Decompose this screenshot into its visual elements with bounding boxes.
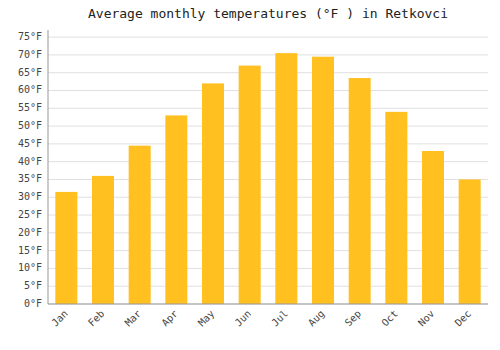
grid-line (48, 37, 488, 38)
y-tick-label: 0°F (24, 298, 42, 309)
x-tick-label: Jan (49, 308, 70, 329)
y-tick-label: 45°F (18, 138, 42, 149)
bar (239, 66, 261, 304)
bar (459, 179, 481, 304)
grid-line (48, 72, 488, 73)
x-tick-label: Nov (416, 308, 437, 329)
x-tick-label: Jun (233, 308, 254, 329)
y-axis-line (48, 30, 49, 304)
x-tick-label: Dec (453, 308, 474, 329)
x-tick-label: May (196, 308, 217, 329)
x-axis-line (48, 304, 488, 305)
bar (422, 151, 444, 304)
bars (55, 53, 480, 304)
y-tick-label: 65°F (18, 67, 42, 78)
x-tick-label: Mar (123, 308, 144, 329)
y-tick-label: 55°F (18, 102, 42, 113)
bar (349, 78, 371, 304)
bar (312, 57, 334, 304)
y-tick-label: 30°F (18, 191, 42, 202)
bar (165, 115, 187, 304)
chart-svg: Average monthly temperatures (°F ) in Re… (0, 0, 500, 350)
chart-container: Average monthly temperatures (°F ) in Re… (0, 0, 500, 350)
y-tick-label: 75°F (18, 31, 42, 42)
bar (202, 83, 224, 304)
y-tick-label: 70°F (18, 49, 42, 60)
y-axis: 0°F 5°F 10°F 15°F 20°F 25°F 30°F 35°F 40°F 45°F 50… (18, 30, 48, 309)
title: Average monthly temperatures (°F ) in Re… (88, 6, 448, 21)
bar (275, 53, 297, 304)
y-tick-label: 25°F (18, 209, 42, 220)
x-axis: Jan Feb Mar Apr May Jun Jul Aug Sep Oct Nov Dec (48, 304, 488, 328)
y-tick-label: 40°F (18, 156, 42, 167)
grid-line (48, 90, 488, 91)
x-tick-label: Apr (159, 308, 180, 329)
grid-line (48, 108, 488, 109)
bar (129, 146, 151, 304)
bar (92, 176, 114, 304)
grid-line (48, 143, 488, 144)
grid (48, 37, 488, 304)
grid-line (48, 126, 488, 127)
x-tick-label: Sep (343, 308, 364, 329)
y-tick-label: 15°F (18, 245, 42, 256)
y-tick-label: 5°F (24, 280, 42, 291)
x-tick-label: Feb (86, 308, 107, 329)
y-tick-label: 60°F (18, 84, 42, 95)
x-tick-label: Jul (269, 308, 290, 329)
y-tick-label: 20°F (18, 227, 42, 238)
grid-line (48, 54, 488, 55)
bar (385, 112, 407, 304)
grid-line (48, 304, 488, 305)
bar (55, 192, 77, 304)
x-tick-label: Oct (379, 308, 400, 329)
y-tick-label: 35°F (18, 173, 42, 184)
y-tick-label: 10°F (18, 262, 42, 273)
y-tick-label: 50°F (18, 120, 42, 131)
x-tick-label: Aug (306, 308, 327, 329)
